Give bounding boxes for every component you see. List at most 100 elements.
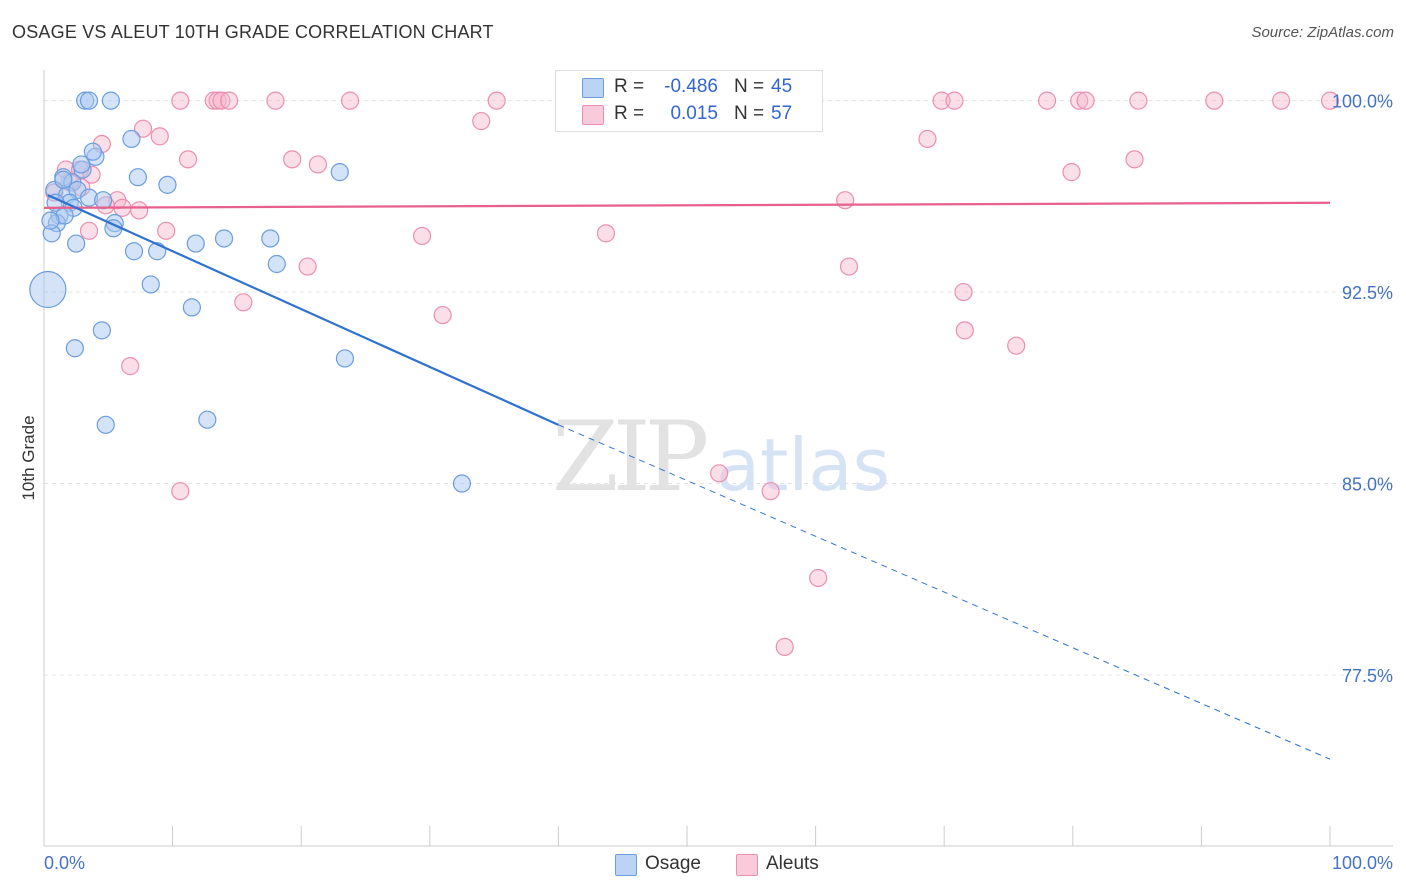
aleut-point-40 [79, 221, 99, 240]
aleut-point-28 [1062, 163, 1081, 182]
n-label: N = [734, 76, 765, 97]
aleut-point-4 [220, 91, 239, 110]
aleut-point-44 [298, 257, 317, 276]
source-credit: Source: ZipAtlas.com [1251, 24, 1394, 41]
y-tick-label-2: 85.0% [1342, 475, 1393, 495]
aleut-swatch [582, 105, 604, 125]
legend-label: Osage [645, 853, 701, 874]
grid-lines [44, 100, 1393, 676]
osage-point-1 [79, 91, 99, 110]
aleut-point-41 [157, 221, 176, 240]
y-tick-label-1: 92.5% [1342, 283, 1393, 303]
aleut-point-20 [133, 119, 153, 138]
aleut-point-38 [130, 201, 149, 220]
y-tick-labels: 100.0% 92.5% 85.0% 77.5% [1332, 92, 1393, 686]
aleut-point-42 [412, 226, 432, 246]
legend-label: Aleuts [766, 853, 819, 874]
osage-point-2 [101, 91, 120, 110]
osage-point-34 [65, 339, 84, 358]
aleut-point-15 [1129, 91, 1148, 110]
r-value: -0.486 [664, 76, 718, 97]
osage-legend-swatch [615, 854, 637, 876]
aleut-point-27 [1125, 150, 1144, 169]
aleut-point-51 [121, 357, 140, 376]
osage-trend-extension [558, 424, 1331, 760]
osage-point-25 [186, 234, 205, 253]
aleut-trend-line [43, 201, 1331, 209]
n-label: N = [734, 103, 765, 124]
aleut-point-7 [487, 91, 506, 110]
watermark-atlas: atlas [716, 423, 890, 507]
aleut-point-21 [150, 127, 169, 146]
n-value: 45 [771, 76, 793, 97]
y-tick-label-3: 77.5% [1342, 666, 1393, 686]
x-tick-label-0: 0.0% [44, 853, 85, 873]
osage-point-42 [83, 142, 102, 161]
aleut-point-19 [472, 111, 491, 131]
aleut-point-1 [204, 91, 223, 110]
stats-legend: R = -0.486 N = 45 R = 0.015 N = 57 [555, 70, 823, 132]
aleut-point-26 [918, 129, 937, 149]
aleut-point-10 [932, 91, 951, 110]
x-tick-label-1: 100.0% [1332, 853, 1393, 873]
n-value: 57 [771, 103, 793, 124]
aleut-point-11 [945, 91, 964, 110]
aleut-point-39 [836, 191, 855, 210]
aleut-point-56 [775, 637, 794, 656]
r-label: R = [614, 103, 645, 124]
aleut-point-16 [1205, 91, 1224, 110]
aleut-point-52 [710, 464, 729, 483]
aleut-point-14 [1076, 91, 1095, 110]
aleut-legend-swatch [736, 854, 758, 876]
osage-point-27 [261, 229, 280, 248]
y-axis-title: 10th Grade [19, 415, 38, 500]
aleut-point-5 [266, 91, 285, 110]
osage-point-32 [182, 298, 201, 317]
osage-point-37 [198, 410, 217, 429]
aleut-point-55 [809, 568, 828, 588]
aleut-point-12 [1037, 91, 1057, 110]
aleut-point-13 [1070, 91, 1089, 110]
aleut-point-53 [761, 482, 780, 501]
x-tick-labels: 0.0% 100.0% [44, 853, 1393, 873]
osage-point-29 [330, 163, 349, 182]
aleut-point-48 [433, 305, 452, 325]
osage-point-33 [92, 321, 111, 340]
osage-point-39 [54, 170, 73, 189]
axes [43, 70, 1393, 847]
series-legend: Osage Aleuts [0, 852, 1406, 878]
aleut-point-6 [340, 91, 360, 110]
osage-point-18 [158, 175, 177, 194]
osage-point-17 [128, 168, 147, 187]
r-label: R = [614, 76, 645, 97]
aleut-point-45 [839, 257, 859, 276]
aleut-point-25 [308, 155, 328, 174]
watermark-zip: ZIP [552, 401, 707, 513]
osage-swatch [582, 78, 604, 98]
aleut-point-43 [596, 224, 616, 243]
aleut-points [45, 91, 1340, 656]
osage-point-35 [335, 349, 355, 368]
x-ticks [43, 826, 1331, 846]
osage-point-36 [96, 415, 115, 434]
osage-trend-line [47, 194, 559, 426]
osage-point-26 [214, 229, 234, 248]
osage-point-44 [41, 211, 60, 230]
osage-point-22 [67, 234, 86, 253]
aleut-point-46 [954, 282, 973, 302]
trend-lines [43, 194, 1331, 760]
osage-point-31 [141, 275, 160, 294]
aleut-point-47 [234, 293, 253, 312]
watermark: ZIP atlas [552, 401, 890, 513]
r-value: 0.015 [670, 103, 718, 124]
aleut-point-49 [955, 321, 974, 340]
osage-point-30 [29, 270, 67, 309]
aleut-point-54 [171, 482, 190, 501]
aleut-point-50 [1007, 336, 1026, 355]
y-tick-label-0: 100.0% [1332, 92, 1393, 112]
aleut-point-24 [283, 150, 302, 169]
osage-point-19 [94, 191, 113, 210]
chart-title: OSAGE VS ALEUT 10TH GRADE CORRELATION CH… [12, 22, 494, 42]
osage-point-23 [124, 242, 144, 261]
